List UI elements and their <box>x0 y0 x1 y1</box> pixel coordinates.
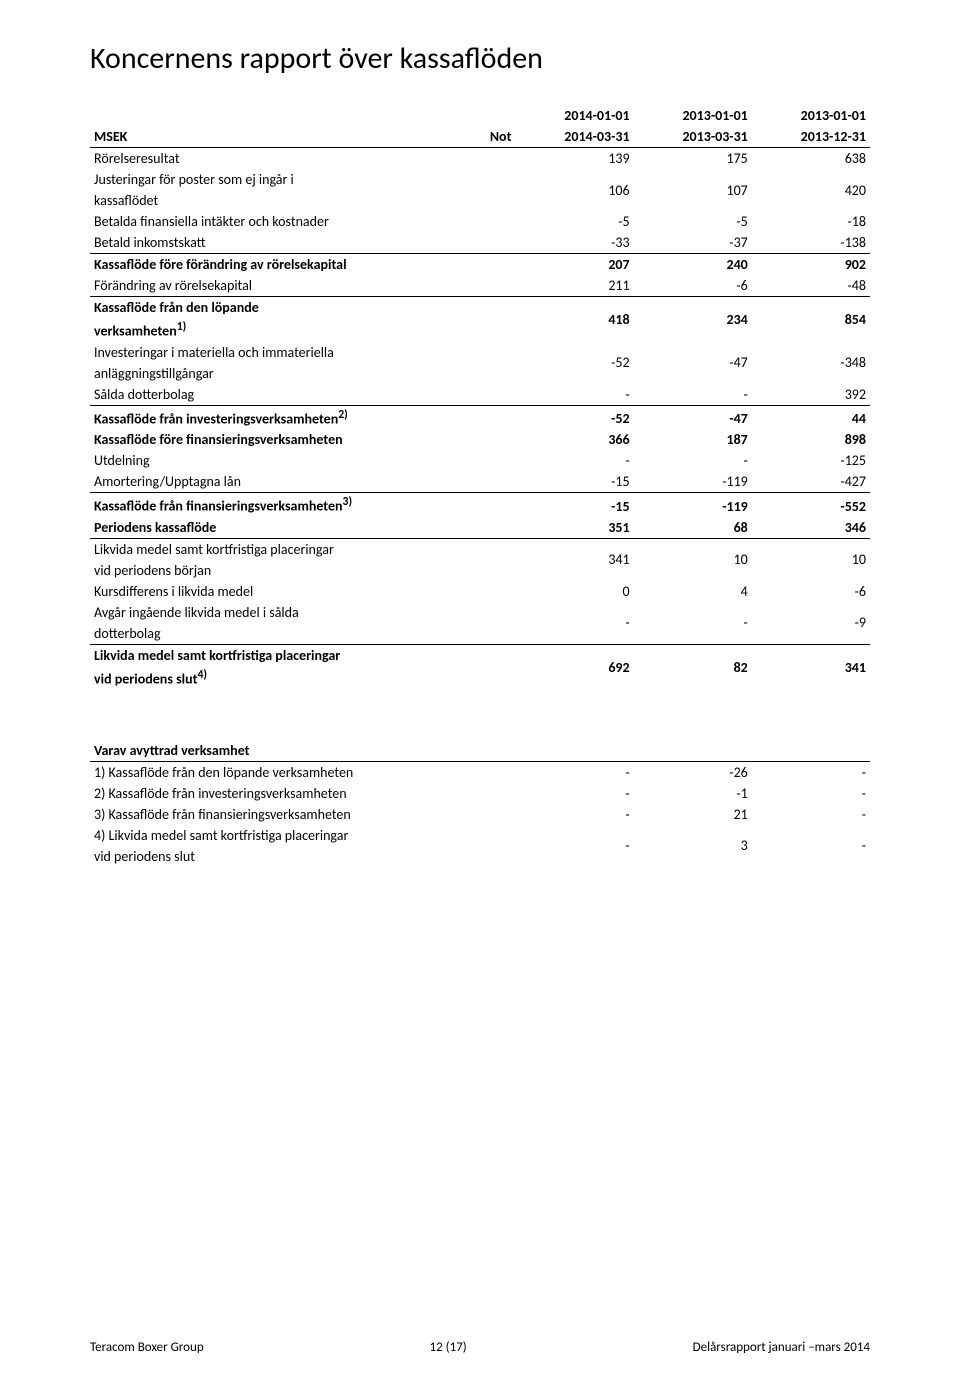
page-title: Koncernens rapport över kassaflöden <box>90 40 870 77</box>
table-row: Betalda finansiella intäkter och kostnad… <box>90 211 870 232</box>
table-row: Utdelning - - -125 <box>90 450 870 471</box>
table-row: 4) Likvida medel samt kortfristiga place… <box>90 825 870 846</box>
table-row: Kassaflöde från finansieringsverksamhete… <box>90 493 870 517</box>
table-row: 3) Kassaflöde från finansieringsverksamh… <box>90 804 870 825</box>
table-row: 2) Kassaflöde från investeringsverksamhe… <box>90 783 870 804</box>
table-row: Varav avyttrad verksamhet <box>90 740 870 762</box>
footer-left: Teracom Boxer Group <box>90 1340 204 1355</box>
table-row: Kassaflöde från investeringsverksamheten… <box>90 405 870 429</box>
footer-right: Delårsrapport januari –mars 2014 <box>693 1340 870 1355</box>
table-row: Periodens kassaflöde 351 68 346 <box>90 517 870 539</box>
col1-top: 2014-01-01 <box>515 105 633 126</box>
page-footer: Teracom Boxer Group 12 (17) Delårsrappor… <box>90 1340 870 1355</box>
table-row: Kassaflöde före finansieringsverksamhete… <box>90 429 870 450</box>
col3-top: 2013-01-01 <box>752 105 870 126</box>
table-row: Avgår ingående likvida medel i sålda - -… <box>90 602 870 623</box>
table-row: Likvida medel samt kortfristiga placerin… <box>90 538 870 560</box>
table-row: Kassaflöde från den löpande 418 234 854 <box>90 297 870 319</box>
table-row: Rörelseresultat 139 175 638 <box>90 148 870 170</box>
cashflow-table: 2014-01-01 2013-01-01 2013-01-01 MSEK No… <box>90 105 870 867</box>
table-row: Kursdifferens i likvida medel 0 4 -6 <box>90 581 870 602</box>
table-row: Förändring av rörelsekapital 211 -6 -48 <box>90 275 870 297</box>
table-row: Betald inkomstskatt -33 -37 -138 <box>90 232 870 254</box>
table-row: Investeringar i materiella och immaterie… <box>90 342 870 363</box>
col2-top: 2013-01-01 <box>634 105 752 126</box>
col2-bot: 2013-03-31 <box>634 126 752 148</box>
table-row: Sålda dotterbolag - - 392 <box>90 384 870 406</box>
table-row: 1) Kassaflöde från den löpande verksamhe… <box>90 761 870 783</box>
msek-label: MSEK <box>90 126 452 148</box>
col1-bot: 2014-03-31 <box>515 126 633 148</box>
table-row: Amortering/Upptagna lån -15 -119 -427 <box>90 471 870 493</box>
table-row: Kassaflöde före förändring av rörelsekap… <box>90 254 870 276</box>
footer-center: 12 (17) <box>430 1340 467 1355</box>
not-label: Not <box>452 126 515 148</box>
table-row: Likvida medel samt kortfristiga placerin… <box>90 644 870 666</box>
table-row: Justeringar för poster som ej ingår i 10… <box>90 169 870 190</box>
col3-bot: 2013-12-31 <box>752 126 870 148</box>
